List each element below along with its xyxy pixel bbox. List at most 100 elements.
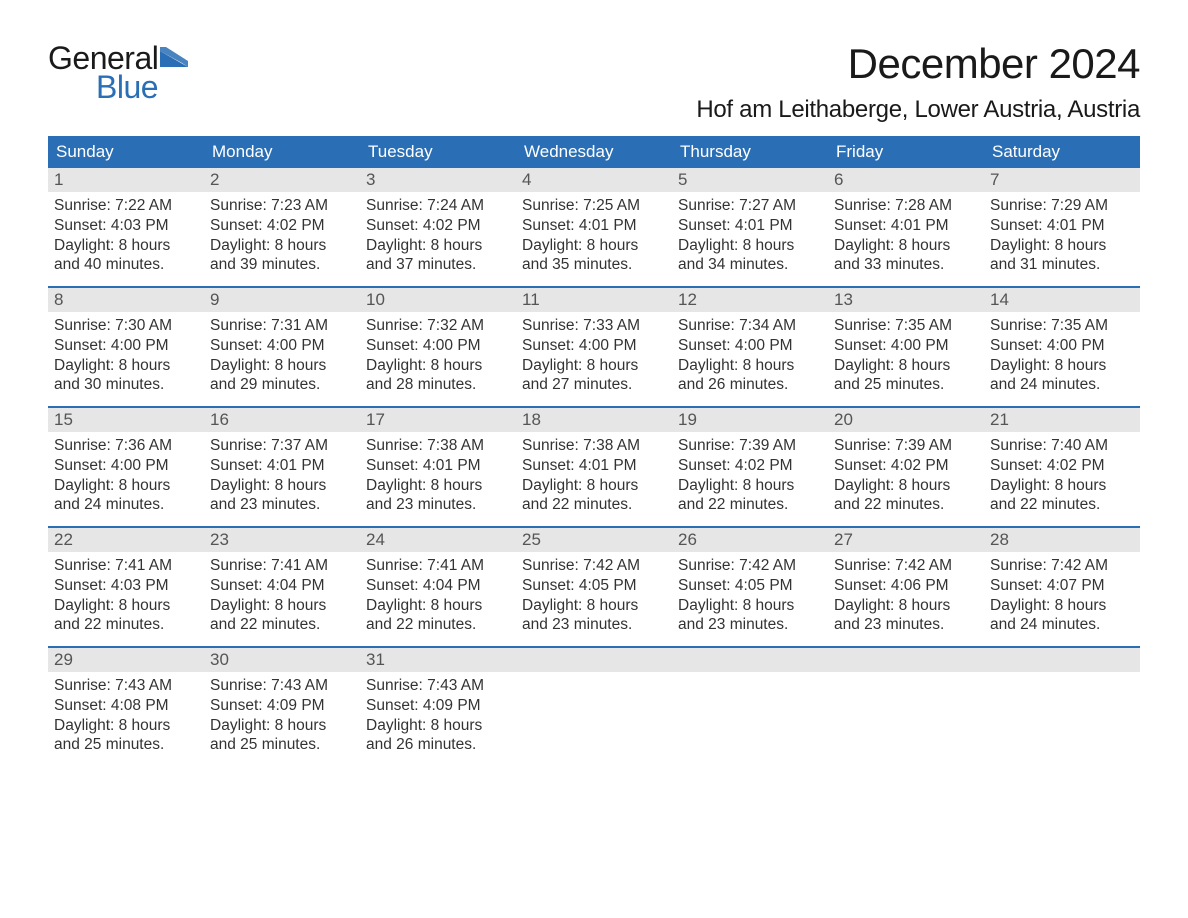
daylight-line-2: and 24 minutes. — [54, 495, 198, 515]
daylight-line-2: and 24 minutes. — [990, 375, 1134, 395]
sunset-line: Sunset: 4:05 PM — [678, 576, 822, 596]
daylight-line-2: and 33 minutes. — [834, 255, 978, 275]
daylight-line-1: Daylight: 8 hours — [54, 356, 198, 376]
cell-body: Sunrise: 7:42 AMSunset: 4:06 PMDaylight:… — [828, 552, 984, 641]
day-number: 17 — [360, 408, 516, 432]
sunrise-line: Sunrise: 7:43 AM — [366, 676, 510, 696]
cell-body: Sunrise: 7:41 AMSunset: 4:03 PMDaylight:… — [48, 552, 204, 641]
daylight-line-2: and 25 minutes. — [210, 735, 354, 755]
cell-body: Sunrise: 7:39 AMSunset: 4:02 PMDaylight:… — [828, 432, 984, 521]
daylight-line-2: and 23 minutes. — [834, 615, 978, 635]
day-number: 10 — [360, 288, 516, 312]
day-header-saturday: Saturday — [984, 136, 1140, 168]
daylight-line-1: Daylight: 8 hours — [210, 356, 354, 376]
cell-body: Sunrise: 7:31 AMSunset: 4:00 PMDaylight:… — [204, 312, 360, 401]
sunrise-line: Sunrise: 7:37 AM — [210, 436, 354, 456]
logo-blue-text: Blue — [96, 69, 158, 106]
logo: General Blue — [48, 40, 188, 106]
daylight-line-2: and 40 minutes. — [54, 255, 198, 275]
sunset-line: Sunset: 4:02 PM — [834, 456, 978, 476]
daylight-line-1: Daylight: 8 hours — [522, 476, 666, 496]
sunset-line: Sunset: 4:02 PM — [366, 216, 510, 236]
day-number: 9 — [204, 288, 360, 312]
daylight-line-2: and 25 minutes. — [834, 375, 978, 395]
calendar-cell: 31Sunrise: 7:43 AMSunset: 4:09 PMDayligh… — [360, 648, 516, 766]
daylight-line-1: Daylight: 8 hours — [210, 596, 354, 616]
daylight-line-1: Daylight: 8 hours — [522, 236, 666, 256]
day-number: 31 — [360, 648, 516, 672]
sunrise-line: Sunrise: 7:28 AM — [834, 196, 978, 216]
cell-body: Sunrise: 7:29 AMSunset: 4:01 PMDaylight:… — [984, 192, 1140, 281]
sunset-line: Sunset: 4:00 PM — [54, 336, 198, 356]
day-number: 11 — [516, 288, 672, 312]
sunset-line: Sunset: 4:00 PM — [990, 336, 1134, 356]
cell-body: Sunrise: 7:27 AMSunset: 4:01 PMDaylight:… — [672, 192, 828, 281]
calendar-cell: 14Sunrise: 7:35 AMSunset: 4:00 PMDayligh… — [984, 288, 1140, 406]
calendar-cell: 13Sunrise: 7:35 AMSunset: 4:00 PMDayligh… — [828, 288, 984, 406]
daylight-line-2: and 26 minutes. — [678, 375, 822, 395]
calendar-cell: 23Sunrise: 7:41 AMSunset: 4:04 PMDayligh… — [204, 528, 360, 646]
day-number: 1 — [48, 168, 204, 192]
daylight-line-2: and 25 minutes. — [54, 735, 198, 755]
daylight-line-2: and 22 minutes. — [990, 495, 1134, 515]
sunset-line: Sunset: 4:02 PM — [990, 456, 1134, 476]
sunrise-line: Sunrise: 7:36 AM — [54, 436, 198, 456]
week-row: 1Sunrise: 7:22 AMSunset: 4:03 PMDaylight… — [48, 168, 1140, 286]
cell-body: Sunrise: 7:35 AMSunset: 4:00 PMDaylight:… — [828, 312, 984, 401]
cell-body: Sunrise: 7:38 AMSunset: 4:01 PMDaylight:… — [360, 432, 516, 521]
day-number: 21 — [984, 408, 1140, 432]
daylight-line-2: and 23 minutes. — [366, 495, 510, 515]
daylight-line-2: and 27 minutes. — [522, 375, 666, 395]
sunrise-line: Sunrise: 7:43 AM — [210, 676, 354, 696]
cell-body: Sunrise: 7:39 AMSunset: 4:02 PMDaylight:… — [672, 432, 828, 521]
sunrise-line: Sunrise: 7:42 AM — [990, 556, 1134, 576]
daylight-line-2: and 30 minutes. — [54, 375, 198, 395]
cell-body: Sunrise: 7:22 AMSunset: 4:03 PMDaylight:… — [48, 192, 204, 281]
sunrise-line: Sunrise: 7:30 AM — [54, 316, 198, 336]
calendar-cell: 3Sunrise: 7:24 AMSunset: 4:02 PMDaylight… — [360, 168, 516, 286]
day-number — [828, 648, 984, 672]
sunset-line: Sunset: 4:00 PM — [366, 336, 510, 356]
day-number: 26 — [672, 528, 828, 552]
day-number: 2 — [204, 168, 360, 192]
daylight-line-1: Daylight: 8 hours — [522, 356, 666, 376]
calendar-cell: 24Sunrise: 7:41 AMSunset: 4:04 PMDayligh… — [360, 528, 516, 646]
cell-body: Sunrise: 7:34 AMSunset: 4:00 PMDaylight:… — [672, 312, 828, 401]
month-title: December 2024 — [696, 40, 1140, 88]
sunrise-line: Sunrise: 7:24 AM — [366, 196, 510, 216]
sunrise-line: Sunrise: 7:22 AM — [54, 196, 198, 216]
sunrise-line: Sunrise: 7:34 AM — [678, 316, 822, 336]
sunrise-line: Sunrise: 7:32 AM — [366, 316, 510, 336]
sunset-line: Sunset: 4:00 PM — [210, 336, 354, 356]
day-number: 29 — [48, 648, 204, 672]
week-row: 29Sunrise: 7:43 AMSunset: 4:08 PMDayligh… — [48, 646, 1140, 766]
daylight-line-2: and 24 minutes. — [990, 615, 1134, 635]
day-number: 6 — [828, 168, 984, 192]
day-number: 5 — [672, 168, 828, 192]
sunrise-line: Sunrise: 7:38 AM — [522, 436, 666, 456]
daylight-line-2: and 22 minutes. — [834, 495, 978, 515]
calendar-cell: 6Sunrise: 7:28 AMSunset: 4:01 PMDaylight… — [828, 168, 984, 286]
daylight-line-1: Daylight: 8 hours — [990, 596, 1134, 616]
sunset-line: Sunset: 4:01 PM — [210, 456, 354, 476]
week-row: 8Sunrise: 7:30 AMSunset: 4:00 PMDaylight… — [48, 286, 1140, 406]
sunset-line: Sunset: 4:01 PM — [522, 216, 666, 236]
day-number: 28 — [984, 528, 1140, 552]
sunset-line: Sunset: 4:03 PM — [54, 216, 198, 236]
calendar-cell — [984, 648, 1140, 766]
sunrise-line: Sunrise: 7:33 AM — [522, 316, 666, 336]
sunset-line: Sunset: 4:01 PM — [678, 216, 822, 236]
calendar-cell: 28Sunrise: 7:42 AMSunset: 4:07 PMDayligh… — [984, 528, 1140, 646]
daylight-line-2: and 39 minutes. — [210, 255, 354, 275]
cell-body: Sunrise: 7:40 AMSunset: 4:02 PMDaylight:… — [984, 432, 1140, 521]
cell-body: Sunrise: 7:41 AMSunset: 4:04 PMDaylight:… — [204, 552, 360, 641]
sunrise-line: Sunrise: 7:42 AM — [522, 556, 666, 576]
sunrise-line: Sunrise: 7:35 AM — [990, 316, 1134, 336]
day-number: 14 — [984, 288, 1140, 312]
day-number: 25 — [516, 528, 672, 552]
daylight-line-1: Daylight: 8 hours — [678, 596, 822, 616]
sunrise-line: Sunrise: 7:25 AM — [522, 196, 666, 216]
daylight-line-1: Daylight: 8 hours — [54, 236, 198, 256]
daylight-line-1: Daylight: 8 hours — [678, 236, 822, 256]
daylight-line-2: and 22 minutes. — [522, 495, 666, 515]
